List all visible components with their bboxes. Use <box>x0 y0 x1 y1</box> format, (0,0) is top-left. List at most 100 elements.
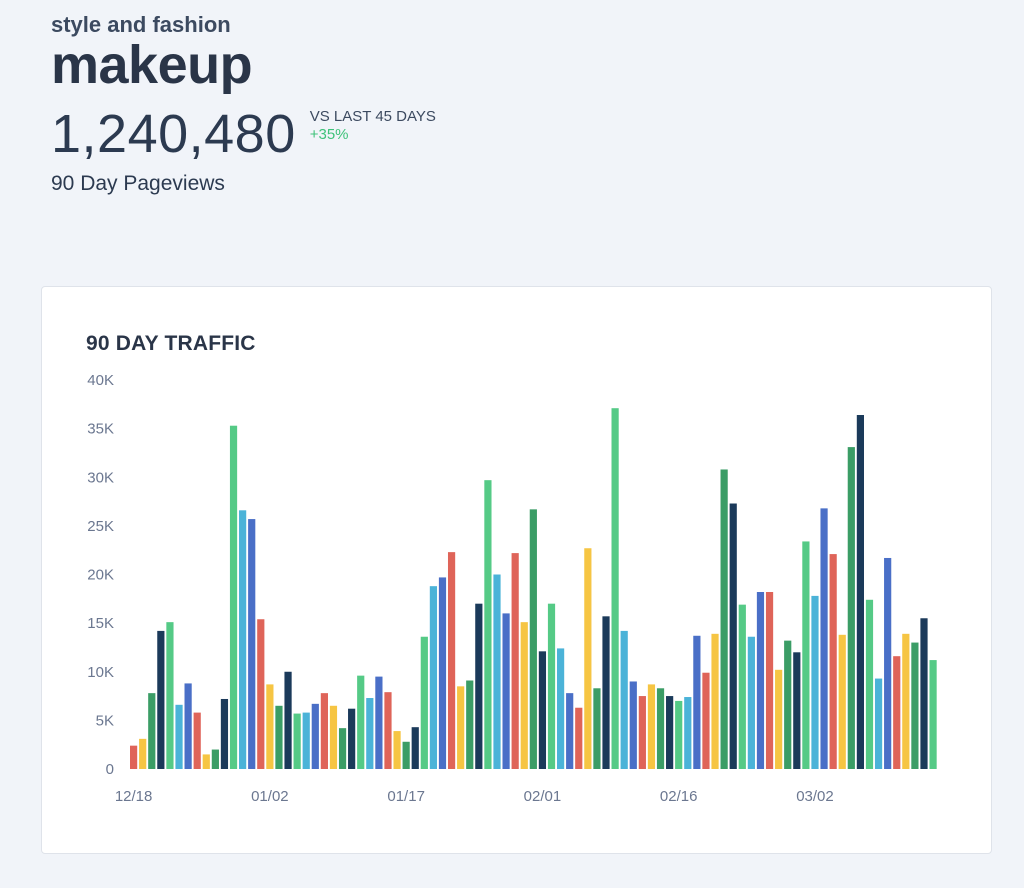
traffic-bar[interactable] <box>357 675 365 769</box>
traffic-bar[interactable] <box>157 630 165 769</box>
traffic-bar[interactable] <box>348 708 356 769</box>
traffic-bar[interactable] <box>911 642 919 769</box>
traffic-bar[interactable] <box>493 574 501 770</box>
traffic-bar[interactable] <box>811 595 819 769</box>
traffic-bar[interactable] <box>666 696 674 769</box>
traffic-bar[interactable] <box>802 541 810 769</box>
traffic-bar[interactable] <box>765 592 774 769</box>
traffic-bar[interactable] <box>820 508 828 769</box>
traffic-bar[interactable] <box>874 678 883 769</box>
traffic-bar[interactable] <box>656 688 665 769</box>
traffic-bar[interactable] <box>829 554 837 769</box>
traffic-bar[interactable] <box>239 510 247 769</box>
traffic-bar[interactable] <box>211 749 219 769</box>
traffic-bar[interactable] <box>929 660 937 769</box>
traffic-bar[interactable] <box>284 671 292 769</box>
traffic-bar[interactable] <box>629 681 637 769</box>
traffic-bar[interactable] <box>547 603 556 769</box>
y-tick-label: 5K <box>96 712 114 729</box>
traffic-bar[interactable] <box>302 712 310 769</box>
traffic-bar[interactable] <box>329 705 338 769</box>
traffic-bar[interactable] <box>684 697 692 769</box>
traffic-bar[interactable] <box>229 425 238 769</box>
traffic-bar[interactable] <box>447 552 456 769</box>
traffic-bar[interactable] <box>838 634 846 769</box>
traffic-bar[interactable] <box>566 693 574 769</box>
traffic-bar[interactable] <box>311 703 319 769</box>
traffic-bar[interactable] <box>620 630 628 769</box>
traffic-bar[interactable] <box>747 636 755 769</box>
page-header: style and fashion makeup 1,240,480 VS LA… <box>51 10 436 196</box>
traffic-bar[interactable] <box>557 648 565 769</box>
traffic-bar[interactable] <box>420 636 428 769</box>
traffic-bar[interactable] <box>184 683 192 769</box>
pageviews-total: 1,240,480 <box>51 104 296 164</box>
traffic-bar[interactable] <box>775 669 783 769</box>
traffic-bar[interactable] <box>466 680 474 770</box>
traffic-bar[interactable] <box>320 693 328 769</box>
traffic-bar[interactable] <box>756 592 765 769</box>
y-tick-label: 0 <box>106 761 114 778</box>
traffic-bar[interactable] <box>675 700 683 769</box>
comparison-value: +35% <box>309 126 349 143</box>
traffic-bar[interactable] <box>720 469 728 769</box>
traffic-bar[interactable] <box>793 652 801 769</box>
traffic-bar[interactable] <box>647 684 656 769</box>
traffic-bar[interactable] <box>175 704 183 769</box>
traffic-bar[interactable] <box>520 622 528 769</box>
traffic-bar[interactable] <box>266 684 274 769</box>
traffic-bar[interactable] <box>166 622 174 769</box>
traffic-bar[interactable] <box>248 519 256 769</box>
traffic-bar[interactable] <box>338 728 347 769</box>
traffic-bar[interactable] <box>693 635 701 769</box>
traffic-bar[interactable] <box>602 616 610 769</box>
y-tick-label: 15K <box>87 615 114 632</box>
traffic-bar[interactable] <box>729 503 737 769</box>
traffic-bar[interactable] <box>139 738 147 769</box>
traffic-bar[interactable] <box>593 688 601 769</box>
traffic-bar[interactable] <box>411 727 419 769</box>
traffic-bar[interactable] <box>611 408 619 769</box>
traffic-bar[interactable] <box>375 676 383 769</box>
traffic-bar[interactable] <box>484 480 492 769</box>
traffic-bar[interactable] <box>738 604 746 769</box>
traffic-bar[interactable] <box>293 713 301 769</box>
traffic-bar[interactable] <box>920 618 928 769</box>
traffic-bar[interactable] <box>865 599 874 769</box>
traffic-bar[interactable] <box>784 640 792 769</box>
traffic-bar[interactable] <box>193 712 201 769</box>
traffic-bar[interactable] <box>538 651 547 769</box>
traffic-bar[interactable] <box>429 586 438 769</box>
y-tick-label: 20K <box>87 567 114 584</box>
traffic-bar[interactable] <box>220 698 229 769</box>
traffic-bar[interactable] <box>856 415 864 769</box>
traffic-bar[interactable] <box>475 603 483 769</box>
traffic-bar[interactable] <box>902 633 910 769</box>
traffic-bar[interactable] <box>847 447 855 769</box>
traffic-bar[interactable] <box>366 698 374 769</box>
traffic-bar[interactable] <box>257 619 265 769</box>
chart-title: 90 DAY TRAFFIC <box>86 332 256 355</box>
traffic-bar[interactable] <box>457 686 465 769</box>
traffic-bar[interactable] <box>584 548 592 769</box>
traffic-bar[interactable] <box>638 696 646 769</box>
traffic-bar[interactable] <box>702 672 710 769</box>
traffic-bar[interactable] <box>711 633 719 769</box>
traffic-bar-chart: 40K 35K 30K 25K 20K 15K 10K 5K 012/18 01/02 01/17 0… <box>87 372 937 805</box>
traffic-bar[interactable] <box>529 509 537 769</box>
x-tick-label: 12/18 <box>115 788 153 805</box>
traffic-bar[interactable] <box>402 741 410 769</box>
stat-row: 1,240,480 VS LAST 45 DAYS +35% <box>51 106 436 162</box>
traffic-bar[interactable] <box>893 656 901 769</box>
traffic-bar[interactable] <box>884 557 892 769</box>
traffic-bar[interactable] <box>384 692 392 769</box>
traffic-bar[interactable] <box>148 693 156 769</box>
traffic-bar[interactable] <box>275 705 283 769</box>
traffic-bar[interactable] <box>202 754 210 769</box>
traffic-bar[interactable] <box>502 613 510 769</box>
traffic-bar[interactable] <box>511 553 519 769</box>
traffic-bar[interactable] <box>575 707 583 769</box>
traffic-bar[interactable] <box>130 745 138 769</box>
traffic-bar[interactable] <box>438 577 447 769</box>
traffic-bar[interactable] <box>393 731 401 769</box>
